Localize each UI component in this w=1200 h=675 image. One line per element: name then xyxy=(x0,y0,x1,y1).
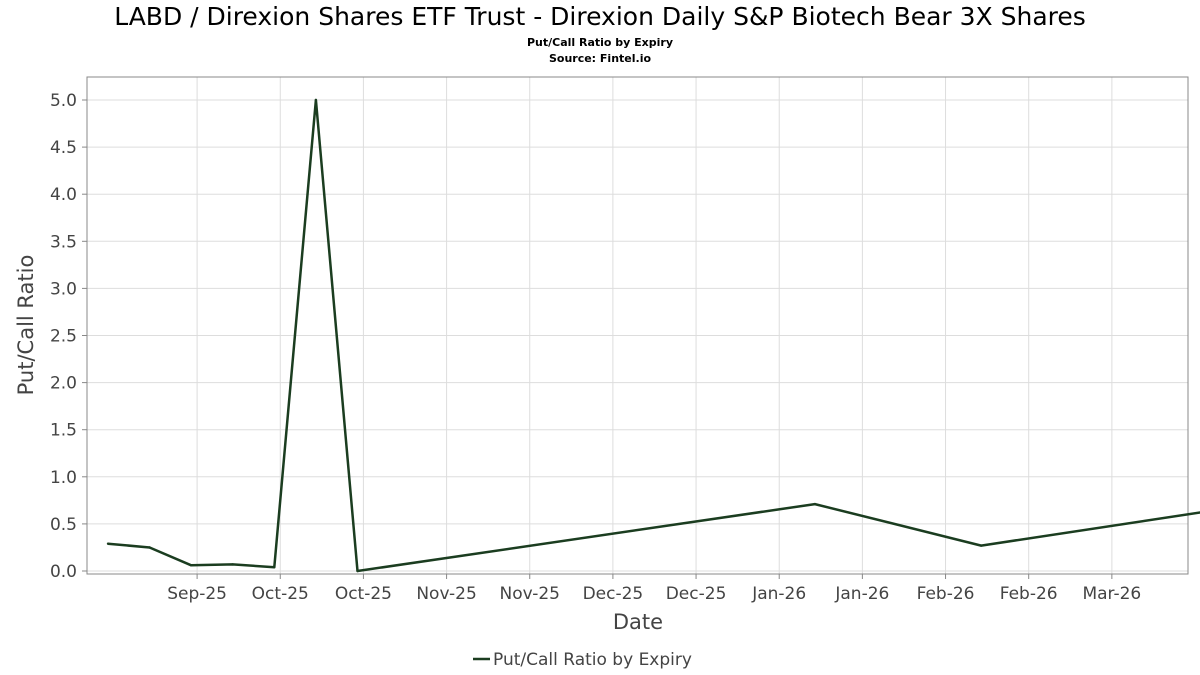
data-point xyxy=(231,563,234,566)
data-point xyxy=(813,502,817,506)
x-tick-label: Jan-26 xyxy=(834,584,889,604)
x-tick-label: Sep-25 xyxy=(167,584,227,604)
legend: Put/Call Ratio by Expiry xyxy=(473,650,692,670)
y-tick-label: 4.5 xyxy=(50,138,77,158)
x-tick-label: Jan-26 xyxy=(751,584,806,604)
data-point xyxy=(356,569,359,573)
series-layer xyxy=(106,98,1200,573)
y-tick-label: 2.0 xyxy=(50,374,77,394)
x-axis-title: Date xyxy=(613,610,663,634)
data-point xyxy=(190,564,193,567)
data-point xyxy=(273,566,276,569)
grid xyxy=(87,77,1188,574)
y-tick-label: 4.0 xyxy=(50,185,77,205)
y-axis-title: Put/Call Ratio xyxy=(14,255,38,396)
data-point xyxy=(980,544,983,547)
y-axis-ticks: 0.0 0.5 1.0 1.5 2.0 2.5 3.0 3.5 4.0 4.5 5.0 xyxy=(50,91,87,582)
y-tick-label: 1.0 xyxy=(50,468,77,488)
y-tick-label: 5.0 xyxy=(50,91,77,111)
x-tick-label: Oct-25 xyxy=(335,584,392,604)
y-tick-label: 3.0 xyxy=(50,279,77,299)
series-line xyxy=(107,98,1200,573)
y-tick-label: 1.5 xyxy=(50,421,77,441)
data-point xyxy=(106,542,110,545)
x-tick-label: Nov-25 xyxy=(499,584,560,604)
y-tick-label: 0.5 xyxy=(50,515,77,535)
x-tick-label: Nov-25 xyxy=(416,584,477,604)
chart-subtitle: Put/Call Ratio by Expiry xyxy=(526,36,674,49)
x-tick-label: Mar-26 xyxy=(1082,584,1141,604)
y-tick-label: 2.5 xyxy=(50,327,77,347)
x-tick-label: Dec-25 xyxy=(583,584,644,604)
x-tick-label: Feb-26 xyxy=(1000,584,1058,604)
legend-label: Put/Call Ratio by Expiry xyxy=(493,650,692,670)
x-tick-label: Feb-26 xyxy=(917,584,975,604)
x-tick-label: Dec-25 xyxy=(666,584,727,604)
x-tick-label: Oct-25 xyxy=(252,584,309,604)
chart-source: Source: Fintel.io xyxy=(548,52,652,65)
data-point xyxy=(148,546,151,549)
y-tick-label: 0.0 xyxy=(50,562,77,582)
y-tick-label: 3.5 xyxy=(50,232,77,252)
data-point xyxy=(314,98,318,102)
plot-area xyxy=(86,76,1189,575)
x-axis-ticks: Sep-25 Oct-25 Oct-25 Nov-25 Nov-25 Dec-25 Dec-… xyxy=(167,574,1141,604)
chart-title: LABD / Direxion Shares ETF Trust - Direx… xyxy=(114,2,1086,31)
